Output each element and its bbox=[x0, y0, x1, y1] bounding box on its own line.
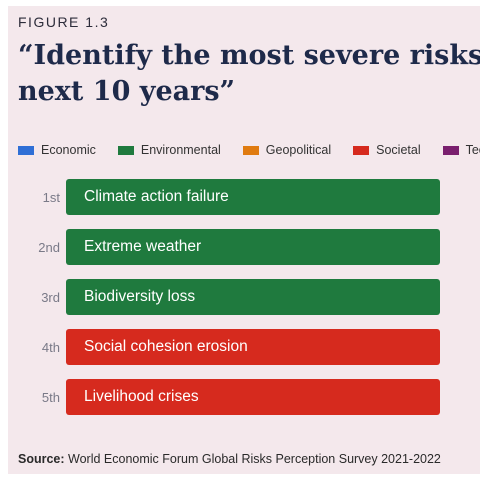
chart-title: “Identify the most severe risks on a glo… bbox=[18, 38, 480, 110]
source-text: World Economic Forum Global Risks Percep… bbox=[68, 452, 441, 466]
risk-row-5: 5th Livelihood crises bbox=[8, 379, 480, 417]
risk-bar: Livelihood crises bbox=[66, 379, 440, 415]
risk-label: Extreme weather bbox=[84, 238, 202, 255]
chart-title-line-2: next 10 years” bbox=[18, 76, 236, 107]
rank-label: 5th bbox=[41, 390, 60, 405]
legend-item-societal: Societal bbox=[353, 143, 421, 157]
legend-label-technological: Technological bbox=[465, 143, 480, 157]
rank-label: 3rd bbox=[41, 290, 60, 305]
rank-label: 4th bbox=[41, 340, 60, 355]
figure-panel: FIGURE 1.3 “Identify the most severe ris… bbox=[8, 6, 480, 474]
risk-row-4: 4th Social cohesion erosion bbox=[8, 329, 480, 367]
risk-bar: Social cohesion erosion bbox=[66, 329, 440, 365]
legend-label-economic: Economic bbox=[41, 143, 96, 157]
source-note: Source: World Economic Forum Global Risk… bbox=[18, 452, 441, 466]
legend-item-economic: Economic bbox=[18, 143, 96, 157]
risk-label: Livelihood crises bbox=[84, 388, 199, 405]
legend-item-environmental: Environmental bbox=[117, 143, 221, 157]
risk-bar: Biodiversity loss bbox=[66, 279, 440, 315]
legend-item-geopolitical: Geopolitical bbox=[242, 143, 332, 157]
risk-row-1: 1st Climate action failure bbox=[8, 179, 480, 217]
legend-swatch-environmental bbox=[117, 145, 134, 155]
legend-swatch-technological bbox=[442, 145, 459, 155]
legend-swatch-geopolitical bbox=[242, 145, 259, 155]
legend-label-geopolitical: Geopolitical bbox=[265, 143, 332, 157]
risk-label: Biodiversity loss bbox=[84, 288, 196, 305]
risk-row-2: 2nd Extreme weather bbox=[8, 229, 480, 267]
rank-label: 2nd bbox=[38, 240, 60, 255]
rank-label: 1st bbox=[42, 190, 60, 205]
legend: Economic Environmental Geopolitical Soci… bbox=[18, 143, 480, 157]
figure-label: FIGURE 1.3 bbox=[18, 14, 110, 30]
risk-label: Social cohesion erosion bbox=[84, 338, 248, 355]
legend-swatch-economic bbox=[18, 145, 34, 155]
risk-label: Climate action failure bbox=[84, 188, 229, 205]
risk-row-3: 3rd Biodiversity loss bbox=[8, 279, 480, 317]
legend-label-environmental: Environmental bbox=[140, 143, 221, 157]
legend-label-societal: Societal bbox=[376, 143, 421, 157]
legend-item-technological: Technological bbox=[442, 143, 480, 157]
risk-bar: Climate action failure bbox=[66, 179, 440, 215]
chart-title-line-1: “Identify the most severe risks on a glo… bbox=[18, 40, 480, 71]
risk-bar: Extreme weather bbox=[66, 229, 440, 265]
legend-swatch-societal bbox=[353, 145, 370, 155]
source-label: Source: bbox=[18, 452, 65, 466]
